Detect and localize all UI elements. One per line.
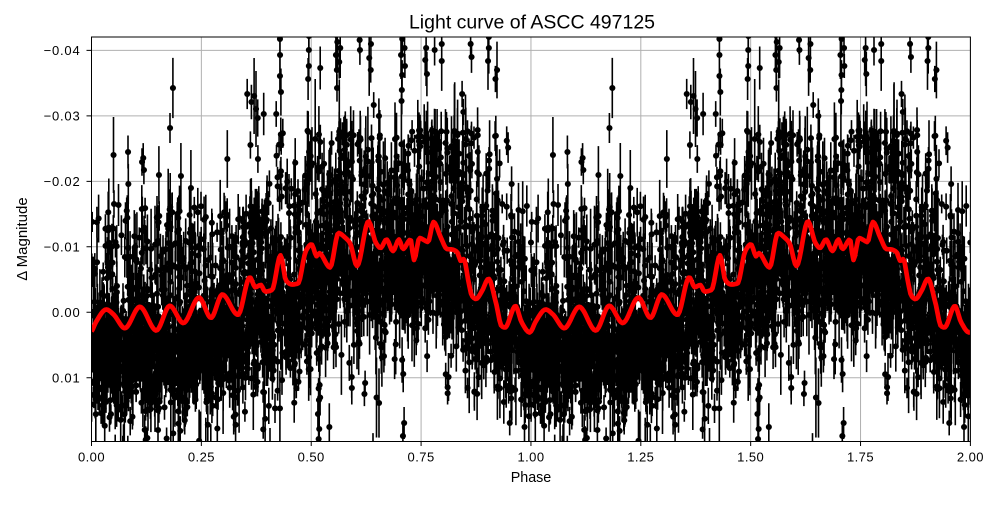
svg-text:0.00: 0.00	[52, 305, 81, 320]
svg-text:−0.02: −0.02	[44, 174, 81, 189]
svg-text:1.25: 1.25	[627, 450, 654, 465]
svg-text:1.75: 1.75	[847, 450, 874, 465]
svg-text:1.00: 1.00	[517, 450, 544, 465]
svg-text:Phase: Phase	[511, 470, 552, 486]
svg-text:−0.03: −0.03	[44, 108, 81, 123]
svg-text:−0.04: −0.04	[44, 43, 81, 58]
svg-text:Light curve of ASCC 497125: Light curve of ASCC 497125	[409, 12, 655, 34]
svg-text:0.01: 0.01	[52, 370, 81, 385]
svg-text:−0.01: −0.01	[44, 239, 81, 254]
svg-text:0.50: 0.50	[298, 450, 325, 465]
svg-text:2.00: 2.00	[957, 450, 984, 465]
svg-text:1.50: 1.50	[737, 450, 764, 465]
svg-text:Δ Magnitude: Δ Magnitude	[14, 197, 31, 280]
svg-text:0.25: 0.25	[188, 450, 215, 465]
svg-text:0.75: 0.75	[408, 450, 435, 465]
svg-text:0.00: 0.00	[78, 450, 105, 465]
